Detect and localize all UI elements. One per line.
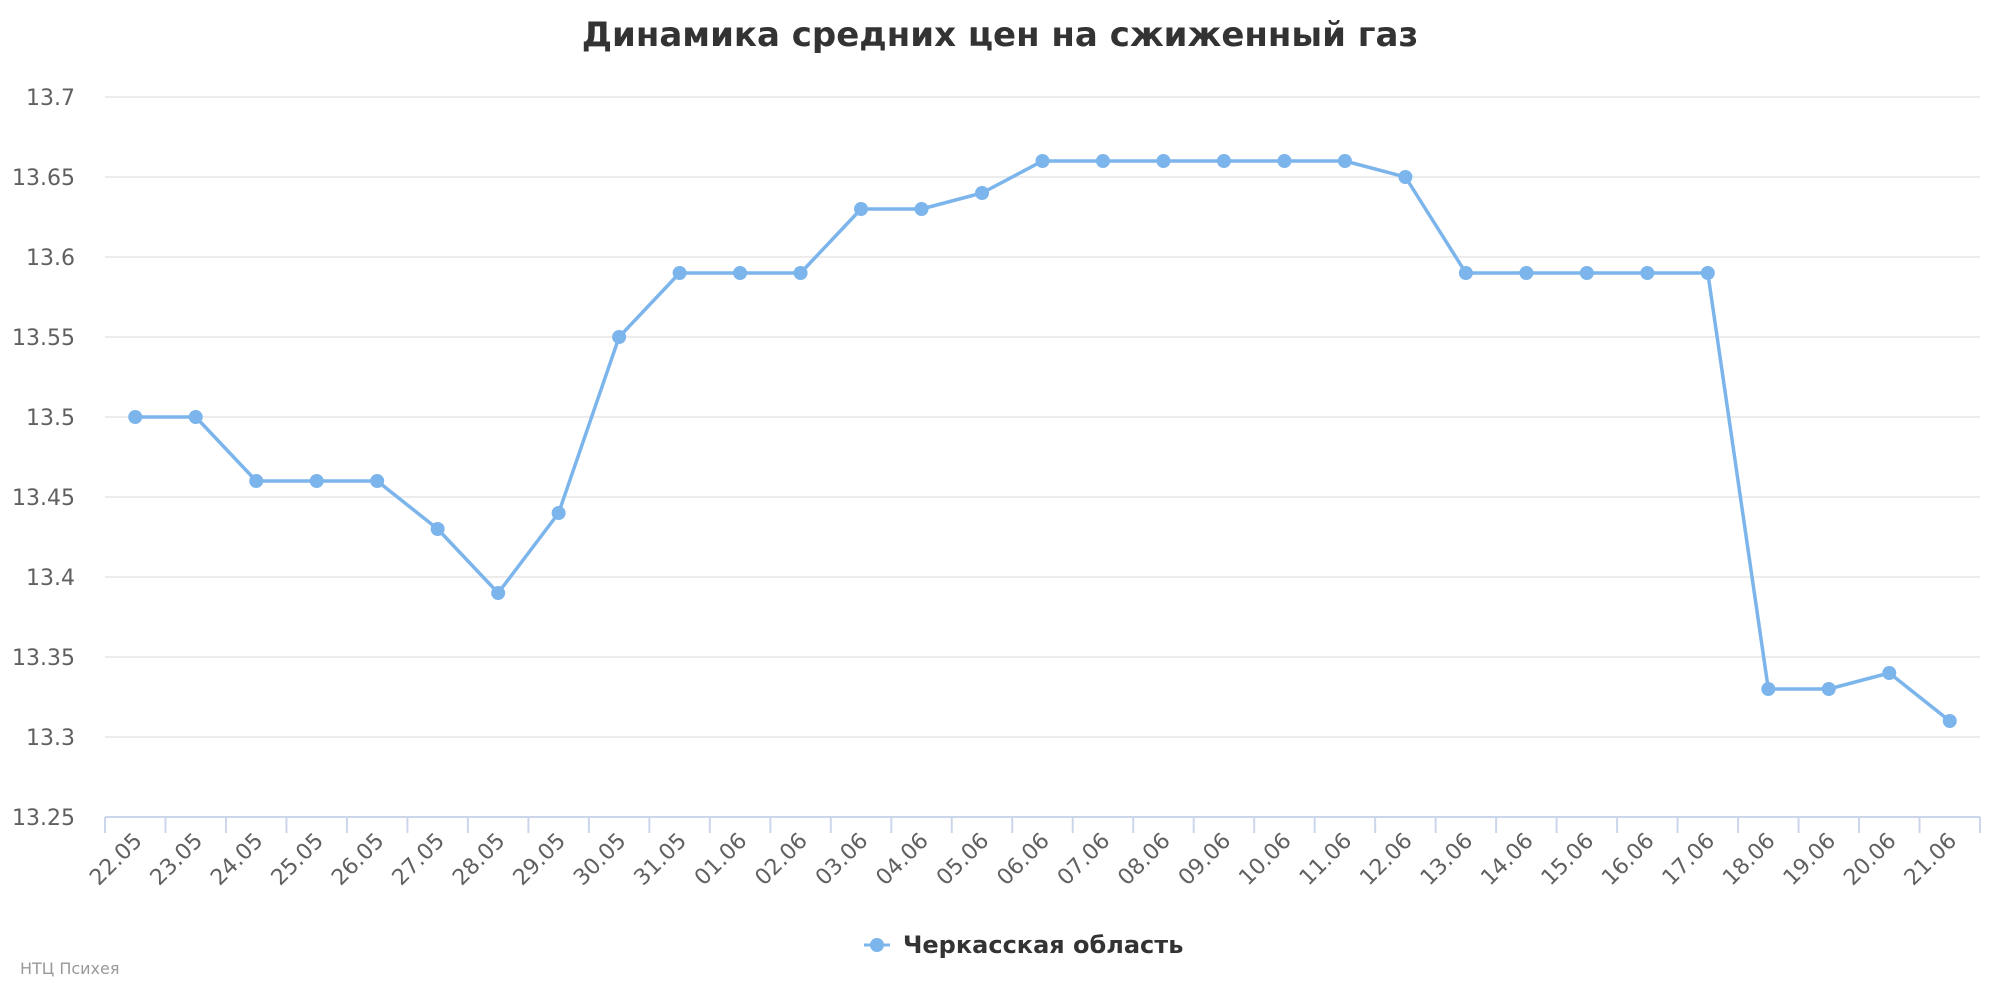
x-tick-label: 20.06 xyxy=(1839,829,1901,891)
y-tick-label: 13.6 xyxy=(26,246,75,271)
x-tick-label: 10.06 xyxy=(1234,829,1296,891)
data-point[interactable] xyxy=(793,266,808,280)
data-point[interactable] xyxy=(430,522,445,536)
x-tick-label: 25.05 xyxy=(267,829,329,891)
y-tick-label: 13.35 xyxy=(12,646,75,671)
x-tick-label: 23.05 xyxy=(146,829,208,891)
x-axis: 22.0523.0524.0525.0526.0527.0528.0529.05… xyxy=(85,816,1981,891)
chart-title: Динамика средних цен на сжиженный газ xyxy=(582,15,1419,55)
y-tick-label: 13.55 xyxy=(12,326,75,351)
x-tick-label: 17.06 xyxy=(1658,829,1720,891)
x-tick-label: 12.06 xyxy=(1355,829,1417,891)
x-tick-label: 26.05 xyxy=(327,829,389,891)
x-tick-label: 07.06 xyxy=(1053,829,1115,891)
x-tick-label: 14.06 xyxy=(1476,829,1538,891)
x-tick-label: 31.05 xyxy=(630,829,692,891)
x-tick-label: 24.05 xyxy=(206,829,268,891)
data-point[interactable] xyxy=(1156,154,1171,168)
data-point[interactable] xyxy=(1277,154,1292,168)
y-tick-label: 13.25 xyxy=(12,806,75,831)
x-tick-label: 15.06 xyxy=(1537,829,1599,891)
data-point[interactable] xyxy=(1761,682,1776,696)
legend[interactable]: Черкасская область xyxy=(864,931,1183,959)
x-tick-label: 29.05 xyxy=(509,829,571,891)
data-point[interactable] xyxy=(612,330,627,344)
y-tick-label: 13.45 xyxy=(12,486,75,511)
data-point[interactable] xyxy=(975,186,990,200)
y-axis-labels: 13.25 13.3 13.35 13.4 13.45 13.5 13.55 13.6 13.6… xyxy=(12,86,75,831)
x-tick-label: 21.06 xyxy=(1900,829,1962,891)
data-point[interactable] xyxy=(1519,266,1534,280)
x-tick-label: 09.06 xyxy=(1174,829,1236,891)
y-tick-label: 13.65 xyxy=(12,166,75,191)
grid-lines xyxy=(105,96,1980,738)
data-point[interactable] xyxy=(854,202,869,216)
x-tick-label: 30.05 xyxy=(569,829,631,891)
data-point[interactable] xyxy=(1458,266,1473,280)
data-point[interactable] xyxy=(128,410,143,424)
x-tick-label: 01.06 xyxy=(690,829,752,891)
legend-item-cherkasy[interactable]: Черкасская область xyxy=(903,931,1183,959)
data-point[interactable] xyxy=(1216,154,1231,168)
x-tick-label: 04.06 xyxy=(872,829,934,891)
y-tick-label: 13.7 xyxy=(26,86,75,111)
x-tick-label: 19.06 xyxy=(1779,829,1841,891)
x-tick-label: 27.05 xyxy=(388,829,450,891)
x-tick-label: 02.06 xyxy=(751,829,813,891)
data-point[interactable] xyxy=(914,202,929,216)
x-tick-label: 06.06 xyxy=(993,829,1055,891)
data-point[interactable] xyxy=(309,474,324,488)
data-point[interactable] xyxy=(491,586,506,600)
x-tick-label: 11.06 xyxy=(1295,829,1357,891)
x-tick-label: 28.05 xyxy=(448,829,510,891)
x-tick-label: 22.05 xyxy=(85,829,147,891)
x-tick-label: 18.06 xyxy=(1718,829,1780,891)
data-point[interactable] xyxy=(249,474,264,488)
legend-marker xyxy=(870,938,884,952)
data-point[interactable] xyxy=(1035,154,1050,168)
data-point[interactable] xyxy=(1640,266,1655,280)
data-point[interactable] xyxy=(1821,682,1836,696)
data-point[interactable] xyxy=(1700,266,1715,280)
x-tick-label: 13.06 xyxy=(1416,829,1478,891)
data-point[interactable] xyxy=(188,410,203,424)
x-tick-label: 16.06 xyxy=(1597,829,1659,891)
data-point[interactable] xyxy=(1337,154,1352,168)
x-tick-label: 03.06 xyxy=(811,829,873,891)
x-tick-label: 08.06 xyxy=(1113,829,1175,891)
y-tick-label: 13.3 xyxy=(26,726,75,751)
series xyxy=(128,154,1957,728)
data-point[interactable] xyxy=(1942,714,1957,728)
data-point[interactable] xyxy=(1882,666,1897,680)
credits[interactable]: НТЦ Психея xyxy=(20,959,120,978)
data-point[interactable] xyxy=(1095,154,1110,168)
x-tick-label: 05.06 xyxy=(932,829,994,891)
y-tick-label: 13.4 xyxy=(26,566,75,591)
series-line xyxy=(135,159,1951,723)
data-point[interactable] xyxy=(551,506,566,520)
data-point[interactable] xyxy=(672,266,687,280)
data-point[interactable] xyxy=(1398,170,1413,184)
data-point[interactable] xyxy=(733,266,748,280)
data-point[interactable] xyxy=(370,474,385,488)
data-point[interactable] xyxy=(1579,266,1594,280)
y-tick-label: 13.5 xyxy=(26,406,75,431)
